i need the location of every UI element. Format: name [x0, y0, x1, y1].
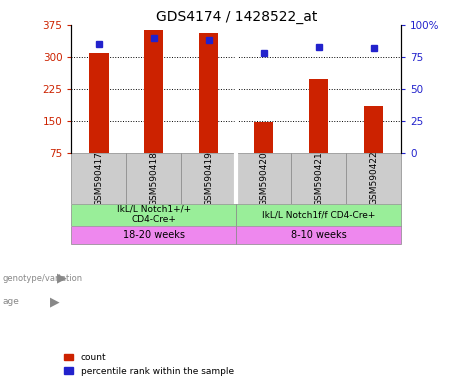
Text: GSM590422: GSM590422 — [369, 151, 378, 205]
Bar — [254, 122, 273, 152]
Bar — [181, 152, 236, 204]
Text: IkL/L Notch1+/+
CD4-Cre+: IkL/L Notch1+/+ CD4-Cre+ — [117, 205, 191, 224]
Bar — [71, 204, 236, 226]
Title: GDS4174 / 1428522_at: GDS4174 / 1428522_at — [155, 10, 317, 24]
Bar — [144, 30, 164, 152]
Legend: count, percentile rank within the sample: count, percentile rank within the sample — [65, 353, 234, 376]
Text: GSM590420: GSM590420 — [259, 151, 268, 205]
Bar — [199, 33, 219, 152]
Bar — [89, 53, 108, 152]
Text: GSM590417: GSM590417 — [95, 151, 103, 205]
Bar — [309, 79, 328, 152]
Text: genotype/variation: genotype/variation — [2, 274, 83, 283]
Bar — [126, 152, 181, 204]
Bar — [236, 204, 401, 226]
Bar — [291, 152, 346, 204]
Bar — [364, 106, 383, 152]
Text: ▶: ▶ — [50, 295, 60, 308]
Bar — [236, 226, 401, 244]
Text: 8-10 weeks: 8-10 weeks — [291, 230, 347, 240]
Bar — [346, 152, 401, 204]
Text: ▶: ▶ — [57, 272, 67, 285]
Text: GSM590421: GSM590421 — [314, 151, 323, 205]
Bar — [236, 152, 291, 204]
Bar — [71, 152, 126, 204]
Text: GSM590419: GSM590419 — [204, 151, 213, 205]
Bar — [71, 226, 236, 244]
Text: 18-20 weeks: 18-20 weeks — [123, 230, 185, 240]
Text: age: age — [2, 297, 19, 306]
Text: IkL/L Notch1f/f CD4-Cre+: IkL/L Notch1f/f CD4-Cre+ — [262, 210, 375, 219]
Text: GSM590418: GSM590418 — [149, 151, 159, 205]
